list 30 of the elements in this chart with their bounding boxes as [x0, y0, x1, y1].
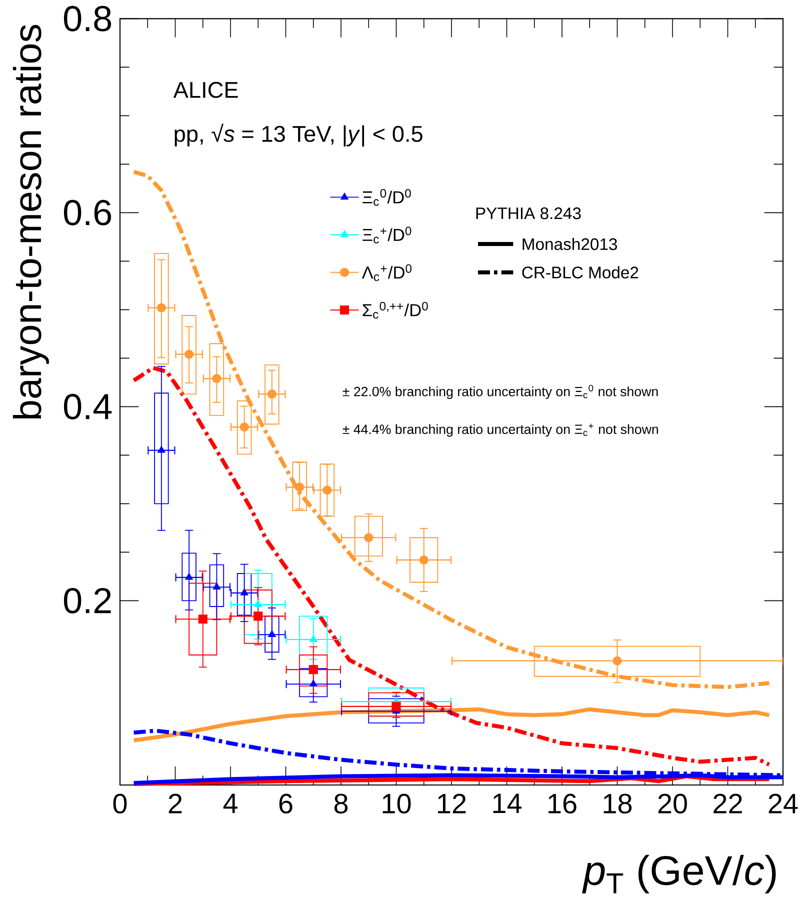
- x-tick-label: 18: [604, 794, 632, 814]
- x-tick-label: 12: [438, 794, 466, 814]
- annotation: CR-BLC Mode2: [522, 266, 638, 278]
- x-tick-label: 10: [382, 794, 411, 814]
- y-axis-title: baryon-to-meson ratios: [12, 24, 49, 418]
- x-tick-label: 24: [768, 794, 798, 814]
- annotation: pp, √s = 13 TeV, |y| < 0.5: [174, 124, 422, 147]
- legend-label: Σ$_{c}$$^{0,++}$/D$^{0}$: [362, 302, 428, 319]
- annotation: ALICE: [173, 82, 238, 98]
- annotation: ± 22.0% branching ratio uncertainty on Ξ$_{c}$$^{0}$ not shown: [342, 384, 658, 399]
- legend-label: Ξ$_{c}$$^{+}$/D$^{0}$: [362, 226, 412, 244]
- x-tick-label: 16: [548, 794, 576, 814]
- y-tick-label: 0.2: [64, 588, 111, 614]
- x-tick-label: 20: [658, 794, 687, 814]
- x-tick-label: 2: [168, 794, 182, 814]
- annotation: PYTHIA 8.243: [476, 207, 581, 220]
- legend-label: Λ$_{c}$$^{+}$/D$^{0}$: [362, 264, 412, 282]
- legend-label: Ξ$_{c}$$^{0}$/D$^{0}$: [362, 189, 411, 206]
- x-tick-label: 14: [493, 794, 522, 813]
- annotation: Monash2013: [522, 238, 617, 250]
- y-tick-label: 0.6: [64, 200, 112, 226]
- x-tick-label: 22: [714, 794, 742, 814]
- annotation: ± 44.4% branching ratio uncertainty on Ξ$_{c}$$^{+}$ not shown: [342, 424, 658, 437]
- x-tick-label: 8: [334, 794, 348, 814]
- x-tick-label: 0: [113, 794, 127, 814]
- y-tick-label: 0.4: [64, 394, 112, 420]
- x-tick-label: 4: [223, 794, 238, 813]
- y-tick-label: 0.8: [64, 6, 112, 32]
- x-axis-title: p$_{T}$ (GeV/c): [582, 854, 776, 894]
- x-tick-label: 6: [279, 794, 292, 814]
